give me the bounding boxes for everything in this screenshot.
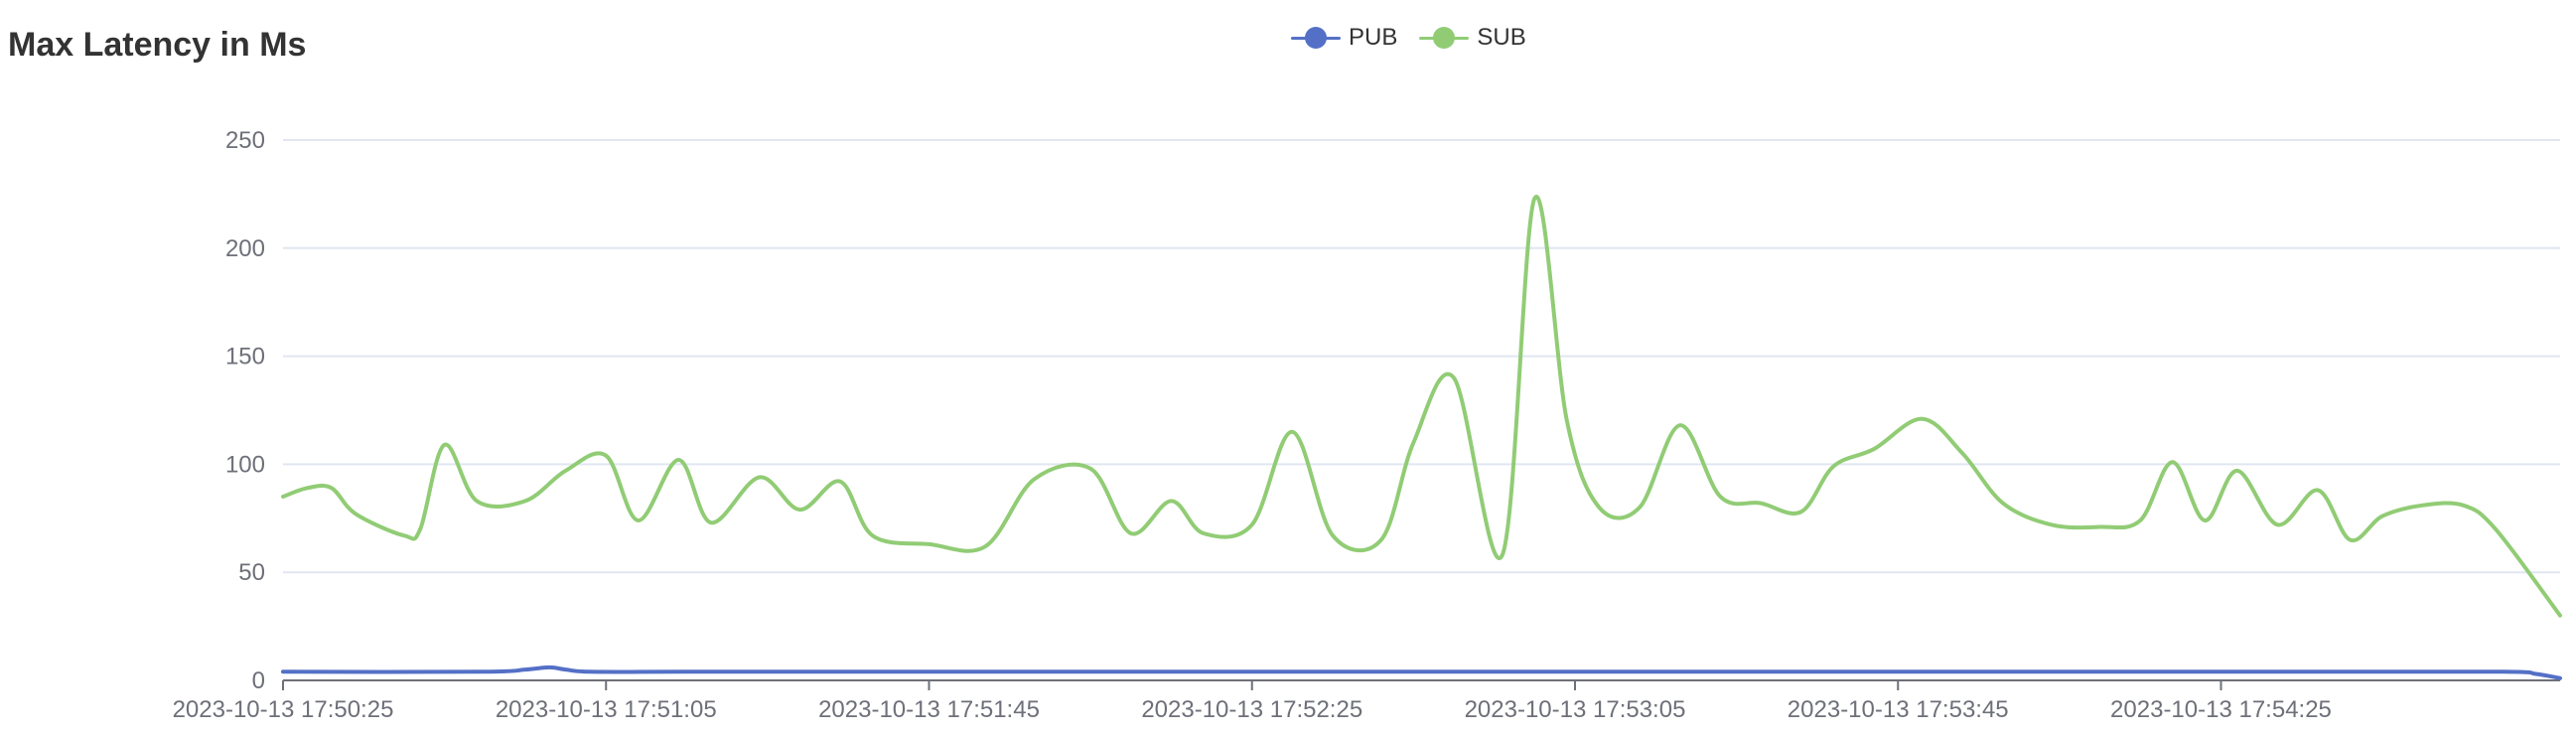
y-tick-label: 0 [252,667,265,694]
x-tick-label: 2023-10-13 17:52:25 [1141,696,1362,723]
chart-title: Max Latency in Ms [8,26,307,64]
legend-item-pub[interactable]: PUB [1291,24,1397,52]
x-tick-label: 2023-10-13 17:53:05 [1465,696,1686,723]
series-line-sub [281,195,2562,618]
y-tick-label: 150 [225,344,265,370]
x-tick-label: 2023-10-13 17:51:45 [818,696,1040,723]
x-tick-label: 2023-10-13 17:54:25 [2110,696,2332,723]
x-tick-label: 2023-10-13 17:53:45 [1788,696,2009,723]
legend-label-pub: PUB [1349,24,1398,51]
y-tick-label: 100 [225,451,265,478]
legend-marker-sub [1419,26,1470,50]
y-tick-label: 50 [238,559,265,586]
legend-marker-pub [1291,26,1341,50]
y-tick-label: 250 [225,127,265,154]
y-tick-label: 200 [225,235,265,262]
chart-legend: PUB SUB [1291,24,1526,52]
legend-label-sub: SUB [1477,24,1526,51]
series-line-pub [281,664,2562,680]
x-tick-label: 2023-10-13 17:51:05 [496,696,717,723]
x-tick-label: 2023-10-13 17:50:25 [173,696,394,723]
legend-item-sub[interactable]: SUB [1419,24,1526,52]
